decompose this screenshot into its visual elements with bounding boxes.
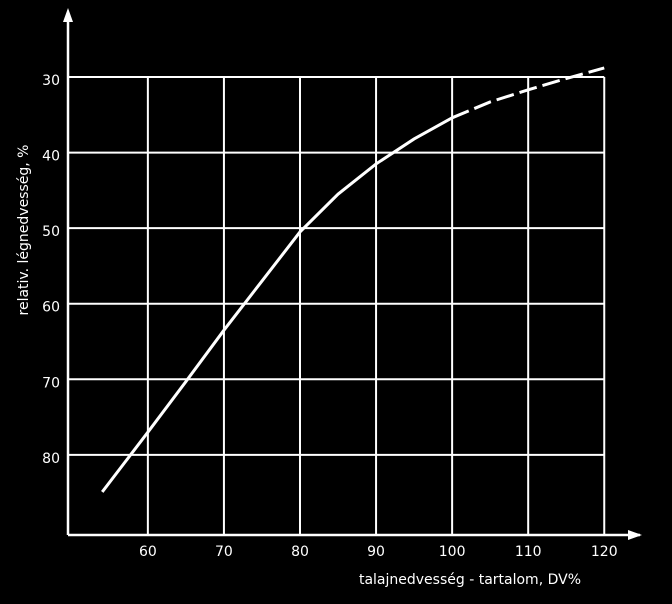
x-tick-label: 80 bbox=[291, 544, 309, 560]
y-axis-label: relativ. légnedvesség, % bbox=[16, 145, 32, 316]
y-tick-label: 30 bbox=[42, 73, 60, 89]
x-tick-label: 70 bbox=[215, 544, 233, 560]
x-tick-label: 120 bbox=[591, 544, 618, 560]
y-tick-label: 50 bbox=[42, 224, 60, 240]
x-tick-label: 110 bbox=[515, 544, 542, 560]
y-tick-label: 40 bbox=[42, 149, 60, 165]
x-tick-label: 100 bbox=[439, 544, 466, 560]
x-tick-label: 90 bbox=[367, 544, 385, 560]
y-tick-label: 70 bbox=[42, 375, 60, 391]
y-tick-label: 80 bbox=[42, 451, 60, 467]
y-tick-label: 60 bbox=[42, 300, 60, 316]
x-axis-label: talajnedvesség - tartalom, DV% bbox=[359, 572, 581, 588]
x-arrow bbox=[628, 530, 642, 540]
curve bbox=[451, 66, 605, 120]
y-arrow bbox=[63, 8, 73, 22]
curve bbox=[101, 116, 453, 493]
x-tick-label: 60 bbox=[139, 544, 157, 560]
